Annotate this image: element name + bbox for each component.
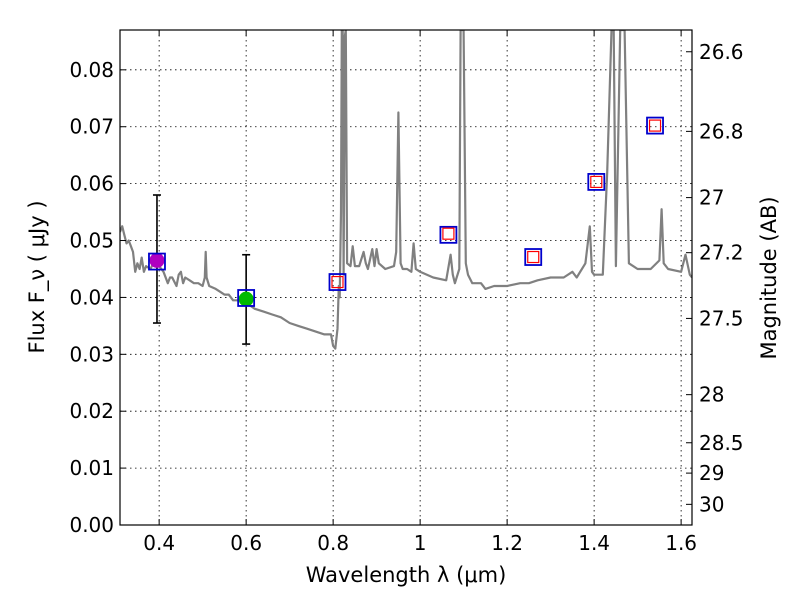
x-tick-label: 0.4 [143, 531, 175, 555]
observed-point [149, 252, 165, 268]
right-tick-label: 30 [699, 492, 724, 516]
model-photometry-square [148, 252, 166, 271]
right-tick-label: 28.5 [699, 431, 744, 455]
x-tick-label: 0.6 [230, 531, 262, 555]
model-photometry-square [524, 248, 543, 266]
y-tick-label: 0.01 [69, 456, 114, 480]
model-photometry-square [237, 289, 256, 307]
axis-ticks [120, 30, 692, 526]
observed-point [238, 291, 254, 307]
x-tick-label: 1.6 [665, 531, 697, 555]
upper-limit-square [648, 119, 662, 132]
y-tick-label: 0.06 [69, 172, 114, 196]
model-photometry-square [328, 273, 347, 291]
upper-limit-square [442, 227, 455, 240]
model-photometry-square [439, 225, 458, 244]
model-photometry-markers [148, 116, 664, 307]
y-tick-label: 0.07 [69, 115, 114, 139]
x-tick-labels: 0.4 0.6 0.8 1 1.2 1.4 1.6 [143, 531, 697, 555]
model-photometry-square [646, 116, 664, 135]
y-tick-labels: 0.00 0.01 0.02 0.03 0.04 0.05 0.06 0.07 0.08 [69, 58, 114, 537]
right-tick-label: 27 [699, 186, 724, 210]
y-tick-label: 0.00 [69, 513, 114, 537]
right-axis-label: Magnitude (AB) [757, 196, 781, 359]
right-tick-label: 29 [699, 461, 724, 485]
model-spectrum [120, 30, 692, 350]
x-tick-label: 1.4 [578, 531, 610, 555]
upper-limit-square [331, 275, 344, 289]
error-bars [152, 194, 251, 345]
x-tick-label: 0.8 [317, 531, 349, 555]
upper-limit-markers [331, 119, 662, 289]
right-tick-label: 26.8 [699, 119, 744, 143]
upper-limit-square [590, 175, 603, 189]
x-tick-label: 1.2 [491, 531, 523, 555]
plot-frame [119, 29, 693, 526]
x-tick-label: 1 [414, 531, 427, 555]
y-axis-label: Flux F_ν ( μJy ) [25, 200, 50, 353]
grid-lines [120, 30, 692, 525]
y-tick-label: 0.08 [69, 58, 114, 82]
right-tick-label: 26.6 [699, 40, 744, 64]
right-tick-label: 27.2 [699, 241, 744, 265]
y-tick-label: 0.02 [69, 399, 114, 423]
spectrum-line [120, 30, 692, 350]
right-tick-label: 27.5 [699, 306, 744, 330]
right-tick-labels: 26.6 26.8 27 27.2 27.5 28 28.5 29 30 [699, 40, 744, 517]
upper-limit-square [527, 250, 540, 264]
x-axis-label: Wavelength λ (μm) [306, 563, 507, 587]
y-tick-label: 0.03 [69, 342, 114, 366]
right-tick-label: 28 [699, 383, 724, 407]
model-photometry-square [587, 173, 606, 191]
y-tick-label: 0.05 [69, 229, 114, 253]
y-tick-label: 0.04 [69, 285, 114, 309]
